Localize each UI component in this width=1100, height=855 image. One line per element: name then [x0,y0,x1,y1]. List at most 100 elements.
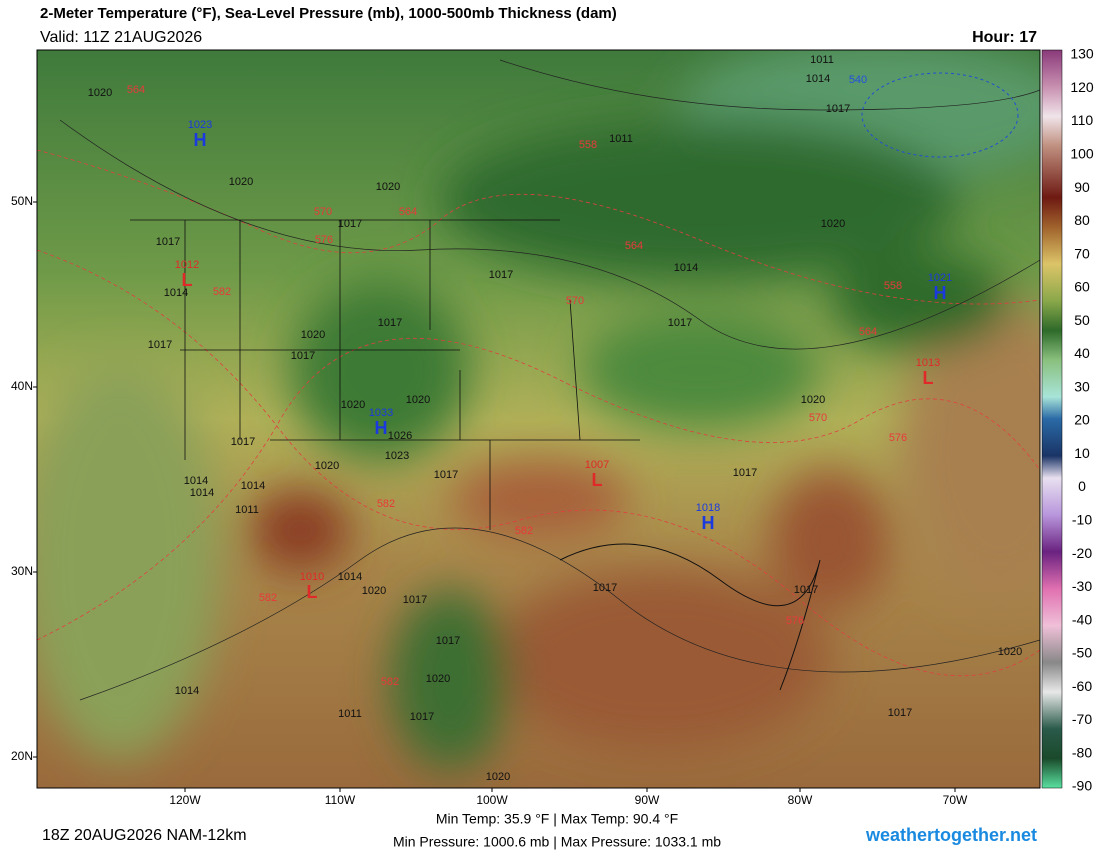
isobar-label: 1017 [410,711,434,723]
isobar-label: 1014 [241,480,265,492]
forecast-hour: Hour: 17 [972,29,1037,46]
center-pressure: 1021 [928,272,952,284]
colorbar-label: 80 [1074,212,1090,228]
thickness-label: 564 [399,206,417,218]
colorbar-label: -60 [1072,678,1092,694]
center-pressure: 1010 [300,571,324,583]
colorbar-label: -40 [1072,611,1092,627]
isobar-label: 1017 [403,594,427,606]
center-pressure: 1033 [369,407,393,419]
center-letter: L [307,582,318,602]
temperature-shading [37,50,1040,770]
thickness-label: 576 [786,615,804,627]
isobar-label: 1020 [426,673,450,685]
colorbar [1041,49,1063,789]
isobar-label: 1014 [175,685,199,697]
colorbar-label: 10 [1074,445,1090,461]
latitude-label: 30N [11,564,33,578]
colorbar-label: 90 [1074,179,1090,195]
isobar-label: 1026 [388,430,412,442]
thickness-label: 582 [259,592,277,604]
isobar-label: 1014 [338,571,362,583]
thickness-contour [37,337,1040,641]
thickness-label: 558 [884,280,902,292]
thickness-label: 582 [381,676,399,688]
center-letter: H [375,418,388,438]
isobar-label: 1020 [376,181,400,193]
thickness-label: 558 [579,139,597,151]
thickness-label: 570 [566,295,584,307]
map-field [37,50,1040,788]
longitude-label: 70W [943,793,968,807]
thickness-label: 582 [377,498,395,510]
isobar-label: 1020 [229,176,253,188]
thickness-label: 582 [213,286,231,298]
isobar-label: 1017 [338,218,362,230]
thickness-contour [37,149,1040,305]
isobar-label: 1017 [378,317,402,329]
isobar-label: 1020 [88,87,112,99]
colorbar-label: -90 [1072,778,1092,794]
center-pressure: 1007 [585,459,609,471]
center-letter: H [194,130,207,150]
isobar-label: 1020 [341,399,365,411]
thickness-label: 564 [127,84,145,96]
colorbar-label: -10 [1072,512,1092,528]
center-pressure: 1012 [175,259,199,271]
state-borders [130,219,640,530]
map-frame [36,49,1041,789]
thickness-contour [37,249,1040,677]
thickness-contour [861,72,1019,158]
coastline [559,543,821,691]
isobar-label: 1011 [338,708,362,720]
thickness-label: 540 [849,74,867,86]
thickness-label: 570 [314,206,332,218]
thickness-label: 570 [809,412,827,424]
thickness-label: 564 [625,240,643,252]
isobar-label: 1014 [190,487,214,499]
center-letter: L [182,270,193,290]
isobar-label: 1017 [826,103,850,115]
isobar-label: 1017 [231,436,255,448]
isobar [79,527,1040,701]
longitude-label: 100W [476,793,508,807]
isobar-label: 1011 [235,504,259,516]
colorbar-label: -70 [1072,711,1092,727]
isobar-label: 1020 [406,394,430,406]
isobar-label: 1023 [385,450,409,462]
isobar-label: 1020 [362,585,386,597]
colorbar-label: -30 [1072,578,1092,594]
isobar-label: 1020 [821,218,845,230]
colorbar-label: -20 [1072,545,1092,561]
isobar-label: 1017 [794,584,818,596]
colorbar-label: 50 [1074,312,1090,328]
center-pressure: 1013 [916,357,940,369]
center-letter: L [592,470,603,490]
center-letter: L [923,368,934,388]
isobar [499,59,1040,111]
model-run: 18Z 20AUG2026 NAM-12km [42,827,247,844]
colorbar-label: 130 [1070,46,1094,62]
min-max-pressure: Min Pressure: 1000.6 mb | Max Pressure: … [393,834,721,850]
isobar-label: 1020 [315,460,339,472]
isobar-label: 1011 [810,54,834,66]
isobar-label: 1011 [609,133,633,145]
colorbar-label: 30 [1074,378,1090,394]
colorbar-label: 70 [1074,245,1090,261]
longitude-label: 120W [169,793,201,807]
title: 2-Meter Temperature (°F), Sea-Level Pres… [40,5,617,22]
isobar-label: 1017 [733,467,757,479]
isobar-label: 1014 [164,287,188,299]
center-pressure: 1023 [188,119,212,131]
center-letter: H [934,283,947,303]
colorbar-label: 120 [1070,79,1094,95]
min-max-temp: Min Temp: 35.9 °F | Max Temp: 90.4 °F [436,811,678,827]
isobar-label: 1017 [593,582,617,594]
colorbar-label: 40 [1074,345,1090,361]
isobar-label: 1020 [486,771,510,783]
longitude-label: 90W [635,793,660,807]
isobar-label: 1017 [148,339,172,351]
center-letter: H [702,513,715,533]
